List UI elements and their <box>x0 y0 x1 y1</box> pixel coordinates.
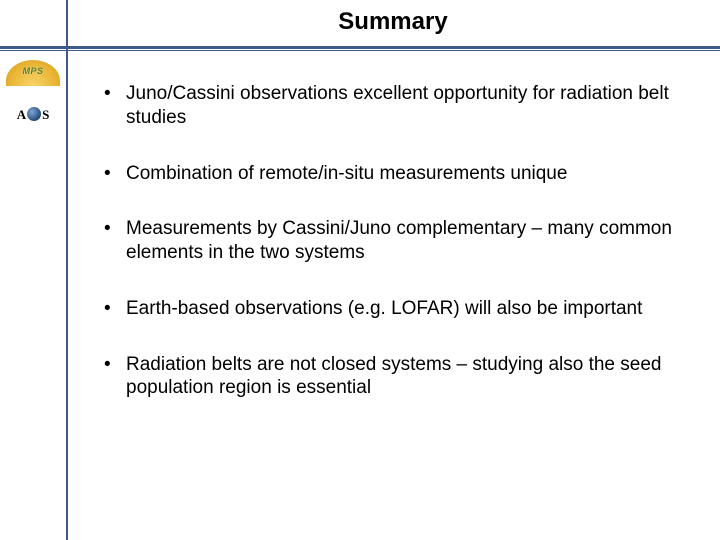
bullet-item: Measurements by Cassini/Juno complementa… <box>100 217 680 265</box>
mps-logo-text: MPS <box>8 66 58 76</box>
aos-logo: AS <box>6 104 60 126</box>
header-rule-thick <box>0 46 720 49</box>
bullet-item: Radiation belts are not closed systems –… <box>100 353 680 401</box>
bullet-item: Combination of remote/in-situ measuremen… <box>100 162 680 186</box>
aos-logo-s: S <box>42 107 49 123</box>
sidebar-rule <box>66 0 68 540</box>
slide: Summary MPS AS Juno/Cassini observations… <box>0 0 720 540</box>
bullet-list: Juno/Cassini observations excellent oppo… <box>100 82 680 432</box>
bullet-item: Juno/Cassini observations excellent oppo… <box>100 82 680 130</box>
header-rule-thin <box>0 50 720 51</box>
aos-logo-a: A <box>17 107 26 123</box>
globe-icon <box>27 107 41 121</box>
slide-title: Summary <box>66 8 720 36</box>
bullet-item: Earth-based observations (e.g. LOFAR) wi… <box>100 297 680 321</box>
